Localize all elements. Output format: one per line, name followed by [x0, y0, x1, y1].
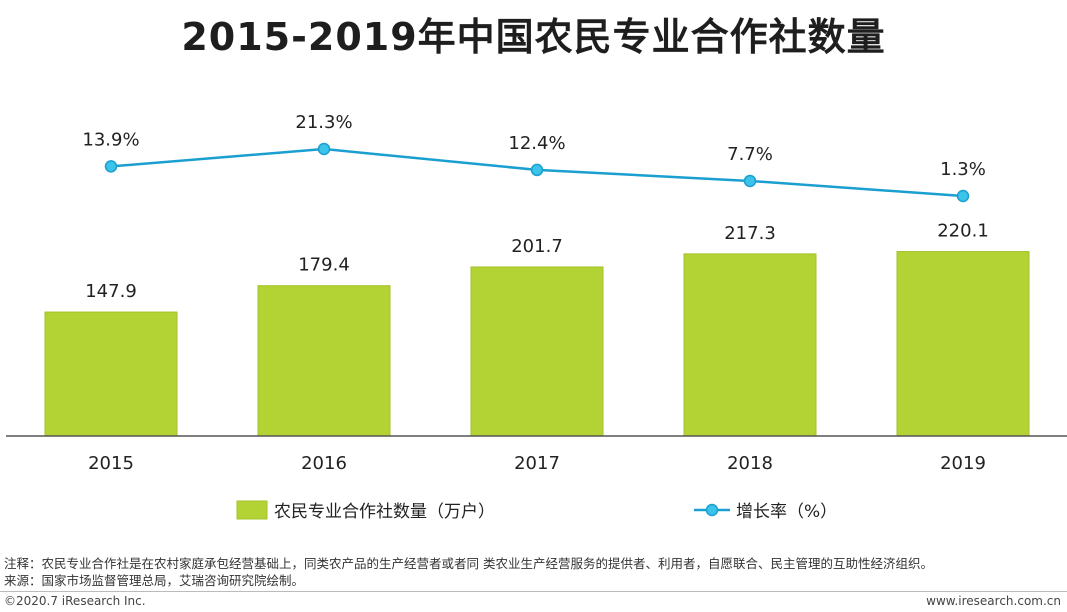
bar-2015	[44, 311, 178, 437]
growth-point-2018	[743, 174, 757, 188]
legend-label-bar: 农民专业合作社数量（万户）	[274, 502, 495, 522]
bar-2017	[470, 266, 604, 437]
bar-value-label-2016: 179.4	[298, 255, 350, 276]
x-tick-label-2015: 2015	[88, 453, 134, 474]
bar-2016	[257, 285, 391, 437]
legend-swatch-marker	[705, 503, 719, 517]
growth-point-2016	[317, 142, 331, 156]
bar-value-label-2017: 201.7	[511, 236, 563, 257]
growth-point-2015	[104, 160, 118, 173]
bar-value-label-2019: 220.1	[937, 221, 989, 242]
website: www.iresearch.com.cn	[926, 594, 1061, 608]
chart-title: 2015-2019年中国农民专业合作社数量	[181, 15, 886, 59]
x-tick-label-2019: 2019	[940, 453, 986, 474]
bar-2018	[683, 253, 817, 437]
bar-value-label-2018: 217.3	[724, 223, 776, 244]
growth-value-label-2017: 12.4%	[508, 133, 565, 154]
growth-value-label-2018: 7.7%	[727, 144, 773, 165]
legend-swatch-bar	[236, 500, 268, 520]
legend-label-line: 增长率（%）	[736, 502, 837, 522]
growth-value-label-2015: 13.9%	[82, 129, 139, 150]
copyright: ©2020.7 iResearch Inc.	[4, 594, 146, 608]
growth-point-2019	[956, 189, 970, 203]
x-tick-label-2016: 2016	[301, 453, 347, 474]
growth-value-label-2016: 21.3%	[295, 112, 352, 133]
growth-value-label-2019: 1.3%	[940, 159, 986, 180]
x-tick-label-2018: 2018	[727, 453, 773, 474]
chart: 2015 2016 2017 2018 2019 147.9 179.4 201.7 217.…	[6, 112, 1067, 522]
source-note: 来源：国家市场监督管理总局，艾瑞咨询研究院绘制。	[4, 573, 305, 588]
footer-divider	[0, 591, 1067, 592]
x-tick-label-2017: 2017	[514, 453, 560, 474]
bar-value-label-2015: 147.9	[85, 281, 137, 302]
bar-2019	[896, 251, 1030, 437]
footnote: 注释：农民专业合作社是在农村家庭承包经营基础上，同类农产品的生产经营者或者同 类…	[4, 556, 933, 571]
growth-point-2017	[530, 163, 544, 177]
